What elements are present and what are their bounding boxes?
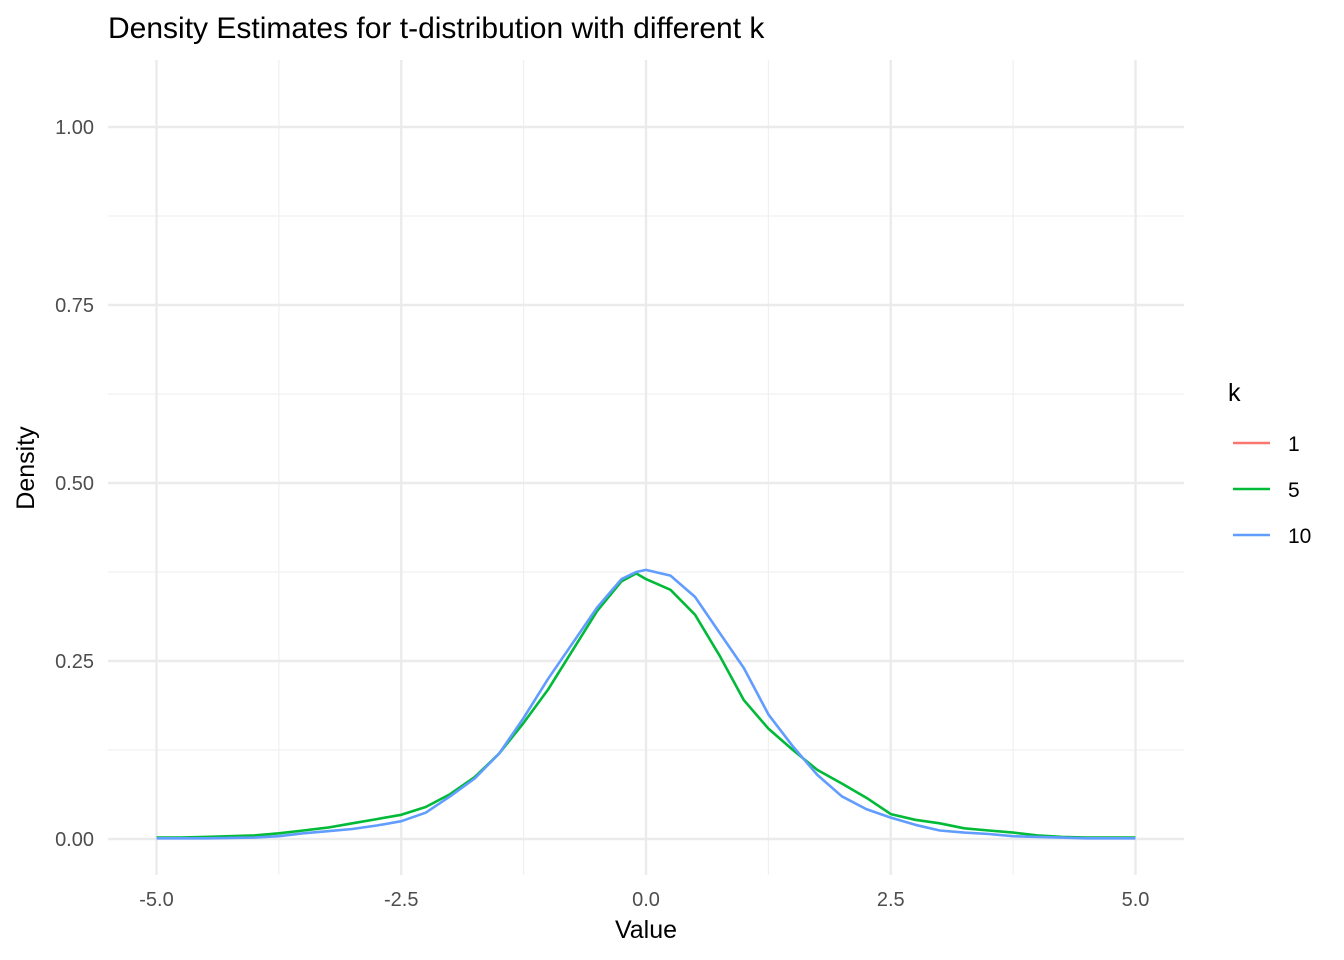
x-tick-label: 5.0 [1122, 889, 1150, 911]
legend-label-k-10: 10 [1288, 525, 1311, 548]
x-tick-label: 2.5 [877, 889, 905, 911]
y-axis-ticks: 0.00 0.25 0.50 0.75 1.00 [55, 117, 94, 851]
x-tick-label: -2.5 [384, 889, 418, 911]
x-axis-title: Value [615, 916, 677, 944]
legend-label-k-5: 5 [1288, 479, 1300, 502]
y-tick-label: 0.75 [55, 295, 94, 317]
grid [108, 60, 1184, 875]
series-lines [156, 568, 1136, 840]
x-axis-ticks: -5.0 -2.5 0.0 2.5 5.0 [139, 889, 1149, 911]
legend: k 1 5 10 [1228, 379, 1311, 548]
y-tick-label: 0.50 [55, 473, 94, 495]
chart-title: Density Estimates for t-distribution wit… [108, 12, 765, 45]
y-tick-label: 0.25 [55, 651, 94, 673]
y-axis-title: Density [12, 426, 40, 510]
legend-title: k [1228, 379, 1241, 407]
x-tick-label: -5.0 [139, 889, 173, 911]
series-line-k-10 [156, 568, 1136, 840]
y-tick-label: 1.00 [55, 117, 94, 139]
legend-label-k-1: 1 [1288, 433, 1300, 456]
x-tick-label: 0.0 [632, 889, 660, 911]
y-tick-label: 0.00 [55, 829, 94, 851]
